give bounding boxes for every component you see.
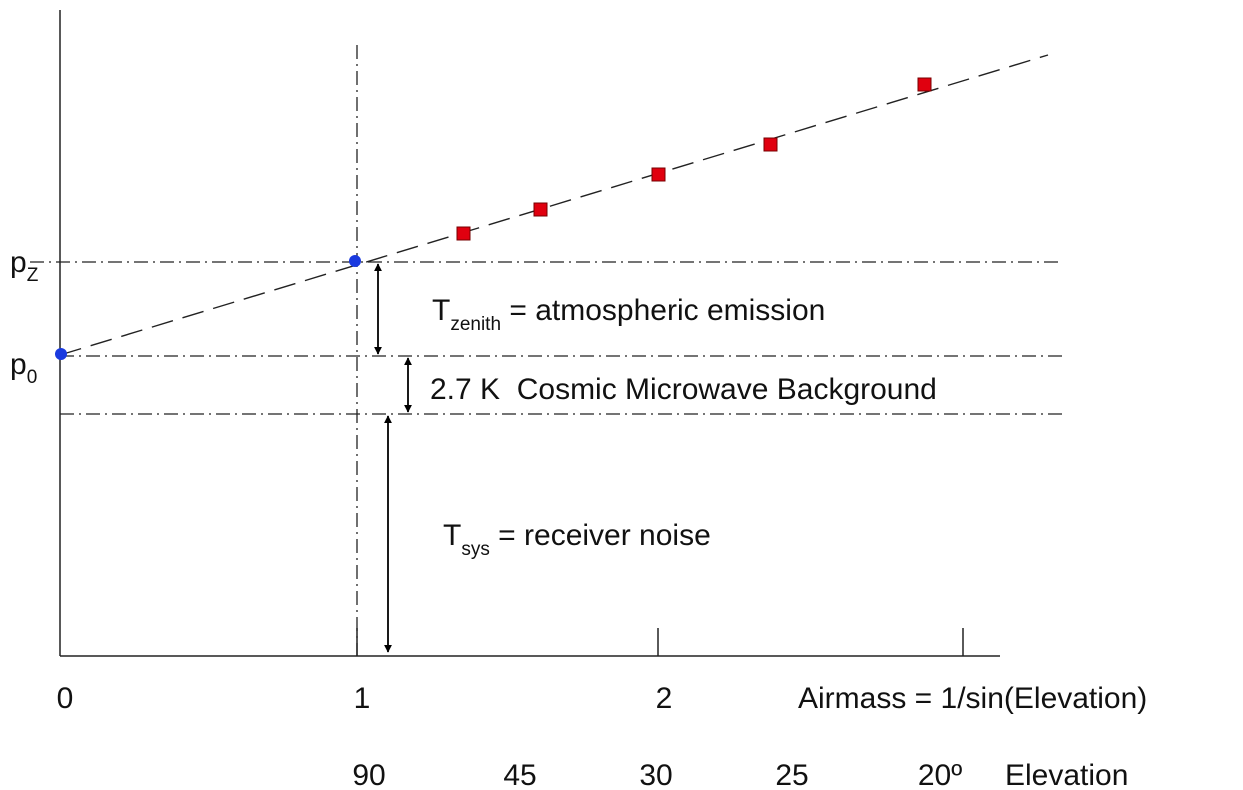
label: p <box>10 348 27 381</box>
label: T <box>443 519 461 552</box>
sys-label: Tsys = receiver noise <box>443 519 711 560</box>
fit-line <box>59 54 1049 356</box>
tick-label: 25 <box>775 759 808 790</box>
subscript: sys <box>461 539 490 560</box>
tick-label: 2 <box>656 682 673 715</box>
subscript: zenith <box>450 314 501 335</box>
measurements <box>456 77 932 241</box>
tick-label: 30 <box>639 759 672 790</box>
label: = receiver noise <box>490 519 711 552</box>
label: p <box>10 246 27 279</box>
axis-label: Airmass = 1/sin(Elevation) <box>798 682 1147 715</box>
cmb-label: 2.7 K Cosmic Microwave Background <box>430 373 937 406</box>
tick-label: 1 <box>354 682 371 715</box>
label: = atmospheric emission <box>501 294 825 327</box>
point <box>456 226 471 241</box>
pz-label: pZ <box>10 246 39 286</box>
tick-label: 20º <box>918 759 962 790</box>
point <box>651 167 666 182</box>
point <box>349 255 361 267</box>
tick-label: 45 <box>503 759 536 790</box>
point <box>917 77 932 92</box>
tick-label: 90 <box>352 759 385 790</box>
p0-label: p0 <box>10 348 37 388</box>
axis-label: Elevation <box>1005 759 1128 790</box>
tick-label: 0 <box>57 682 74 715</box>
subscript: 0 <box>27 367 38 388</box>
label: T <box>432 294 450 327</box>
zenith-label: Tzenith = atmospheric emission <box>432 294 825 335</box>
point <box>55 348 67 360</box>
point <box>533 202 548 217</box>
subscript: Z <box>27 265 39 286</box>
point <box>763 137 778 152</box>
